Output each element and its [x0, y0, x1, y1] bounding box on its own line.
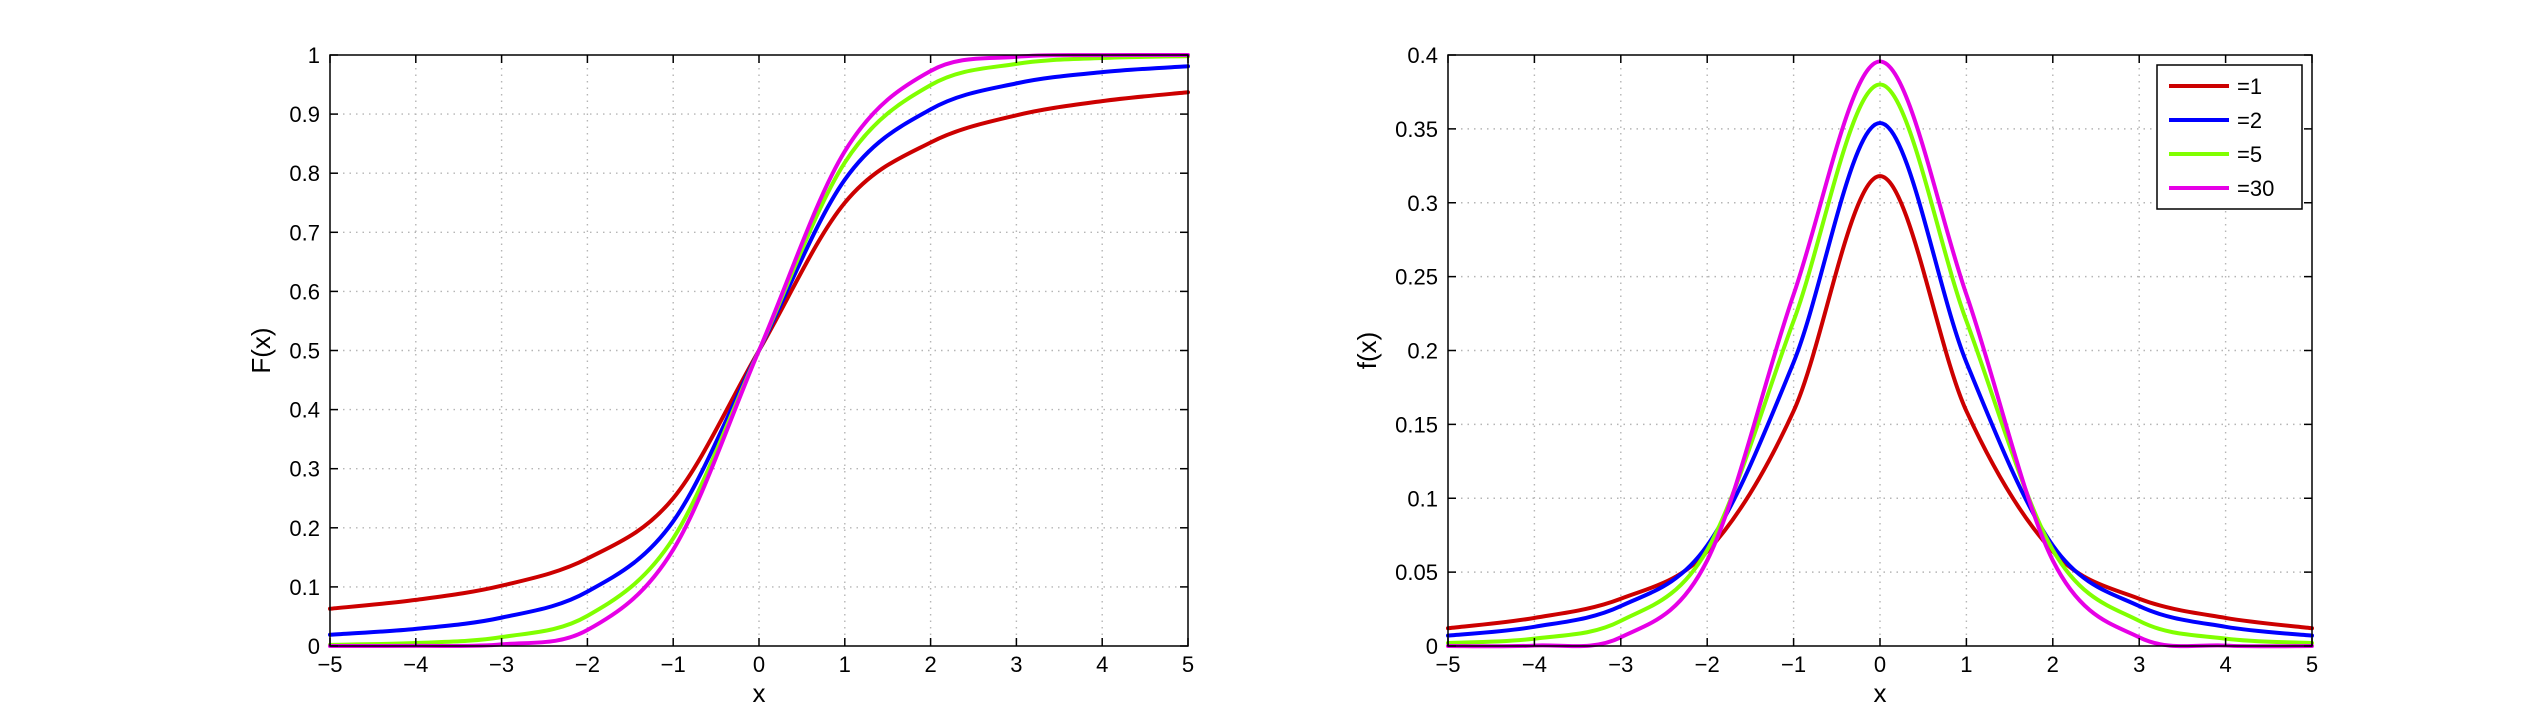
y-axis-label: f(x) [1352, 332, 1382, 370]
x-tick-label: −5 [317, 652, 342, 677]
x-tick-label: 1 [839, 652, 851, 677]
x-tick-label: −4 [403, 652, 428, 677]
x-tick-label: 5 [2306, 652, 2318, 677]
y-tick-label: 0.15 [1395, 412, 1438, 437]
y-tick-label: 0.4 [289, 398, 320, 423]
legend-label-3: =30 [2237, 176, 2274, 201]
y-tick-label: 0.8 [289, 161, 320, 186]
y-tick-label: 0.3 [289, 457, 320, 482]
x-tick-label: 4 [2219, 652, 2231, 677]
x-tick-label: −1 [661, 652, 686, 677]
y-tick-label: 0 [308, 634, 320, 659]
y-tick-label: 0.1 [1407, 486, 1438, 511]
x-tick-label: 0 [753, 652, 765, 677]
x-tick-label: 3 [1010, 652, 1022, 677]
x-tick-label: 1 [1960, 652, 1972, 677]
y-tick-label: 0 [1426, 634, 1438, 659]
y-tick-label: 0.6 [289, 279, 320, 304]
y-tick-label: 1 [308, 43, 320, 68]
x-tick-label: 0 [1874, 652, 1886, 677]
y-tick-label: 0.2 [289, 516, 320, 541]
series-line-1 [1446, 120, 2314, 638]
series-line-0 [1446, 174, 2314, 631]
series-line-2 [1446, 82, 2314, 646]
y-tick-label: 0.05 [1395, 560, 1438, 585]
legend-box [2156, 64, 2303, 210]
legend-label-2: =5 [2237, 142, 2262, 167]
y-axis-label: F(x) [246, 327, 276, 373]
y-tick-label: 0.3 [1407, 191, 1438, 216]
x-axis-label: x [1874, 678, 1887, 708]
x-tick-label: −3 [489, 652, 514, 677]
y-tick-label: 0.7 [289, 220, 320, 245]
x-tick-label: −4 [1522, 652, 1547, 677]
x-tick-label: 3 [2133, 652, 2145, 677]
x-tick-label: 4 [1096, 652, 1108, 677]
x-tick-label: 2 [2047, 652, 2059, 677]
x-tick-label: −2 [575, 652, 600, 677]
x-axis-label: x [753, 678, 766, 708]
x-tick-label: −3 [1608, 652, 1633, 677]
legend-label-0: =1 [2237, 74, 2262, 99]
y-tick-label: 0.4 [1407, 43, 1438, 68]
x-tick-label: −5 [1435, 652, 1460, 677]
series-line-3 [328, 52, 1190, 649]
pdf-plot: −5 −4 −3 −2 −1 0 1 2 3 4 5 0 0.05 0.1 0.15 0.2 0.25 0.3 0.… [1352, 43, 2318, 708]
y-tick-label: 0.25 [1395, 265, 1438, 290]
x-tick-label: −2 [1695, 652, 1720, 677]
y-tick-label: 0.2 [1407, 339, 1438, 364]
y-tick-label: 0.35 [1395, 117, 1438, 142]
y-tick-label: 0.1 [289, 575, 320, 600]
cdf-plot: −5 −4 −3 −2 −1 0 1 2 3 4 5 0 0.1 0.2 0.3 0.4 0.5 0.6 0.7 0.… [246, 43, 1194, 708]
x-tick-label: 5 [1182, 652, 1194, 677]
legend-label-1: =2 [2237, 108, 2262, 133]
y-tick-label: 0.5 [289, 339, 320, 364]
y-tick-label: 0.9 [289, 102, 320, 127]
x-tick-label: 2 [924, 652, 936, 677]
legend: =1 =2 =5 =30 [2156, 64, 2303, 210]
x-tick-label: −1 [1781, 652, 1806, 677]
